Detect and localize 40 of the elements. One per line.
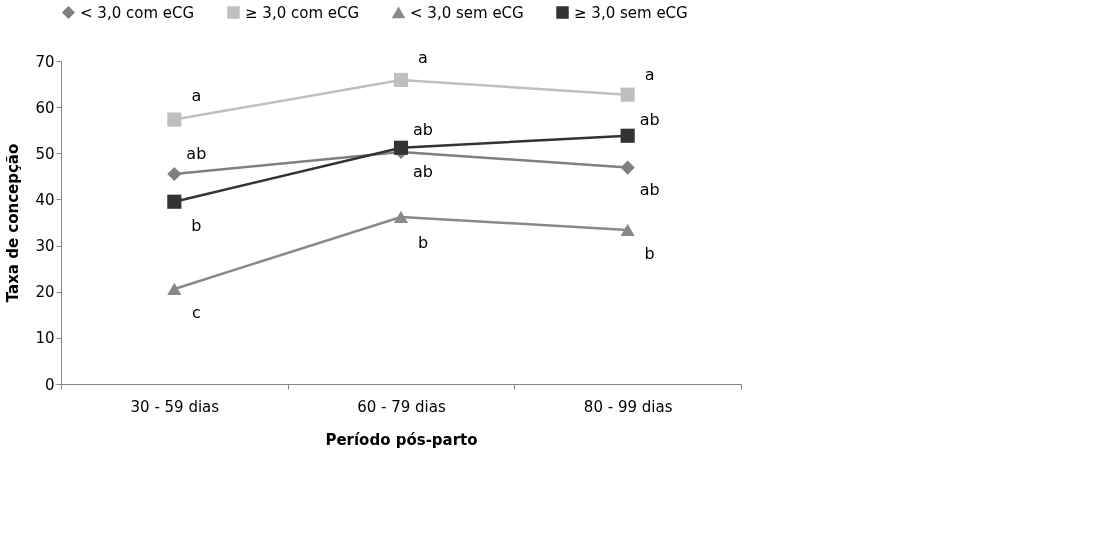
annotation: a	[191, 85, 202, 105]
y-tick-label: 20	[35, 283, 55, 302]
y-tick-label: 0	[44, 375, 55, 394]
legend-label: < 3,0 sem eCG	[410, 3, 524, 22]
x-tick-label: 30 - 59 dias	[130, 397, 220, 416]
point	[393, 210, 409, 224]
y-tick-label: 30	[35, 237, 55, 256]
x-tick-label: 80 - 99 dias	[583, 397, 673, 416]
annotation: ab	[413, 161, 433, 181]
y-tick-label: 70	[35, 52, 55, 71]
annotation: c	[191, 302, 201, 322]
point	[620, 223, 635, 237]
point	[393, 72, 409, 87]
legend-label: ≥ 3,0 sem eCG	[574, 3, 688, 22]
y-tick-label: 60	[35, 98, 55, 117]
legend-label: ≥ 3,0 com eCG	[245, 3, 360, 22]
point	[167, 112, 182, 127]
annotation: a	[418, 47, 428, 67]
point	[167, 282, 182, 296]
annotation: b	[191, 215, 202, 235]
annotation: b	[644, 243, 655, 263]
annotation: ab	[186, 144, 207, 164]
x-tick-label: 60 - 79 dias	[357, 397, 446, 416]
y-tick-label: 40	[35, 190, 55, 209]
y-tick-label: 10	[35, 329, 55, 348]
legend-label: < 3,0 com eCG	[80, 3, 195, 22]
y-axis-title: Taxa de concepção	[4, 143, 23, 303]
annotation: b	[417, 232, 429, 252]
y-tick-label: 50	[35, 144, 55, 163]
annotation: ab	[639, 109, 660, 129]
point	[620, 128, 635, 143]
x-axis-title: Período pós-parto	[325, 430, 478, 449]
point	[620, 160, 635, 175]
annotation: ab	[639, 179, 660, 199]
point	[167, 166, 182, 182]
annotation: ab	[413, 119, 433, 139]
point	[167, 194, 182, 209]
point	[620, 87, 635, 102]
point	[393, 140, 409, 155]
annotation: a	[644, 64, 655, 84]
